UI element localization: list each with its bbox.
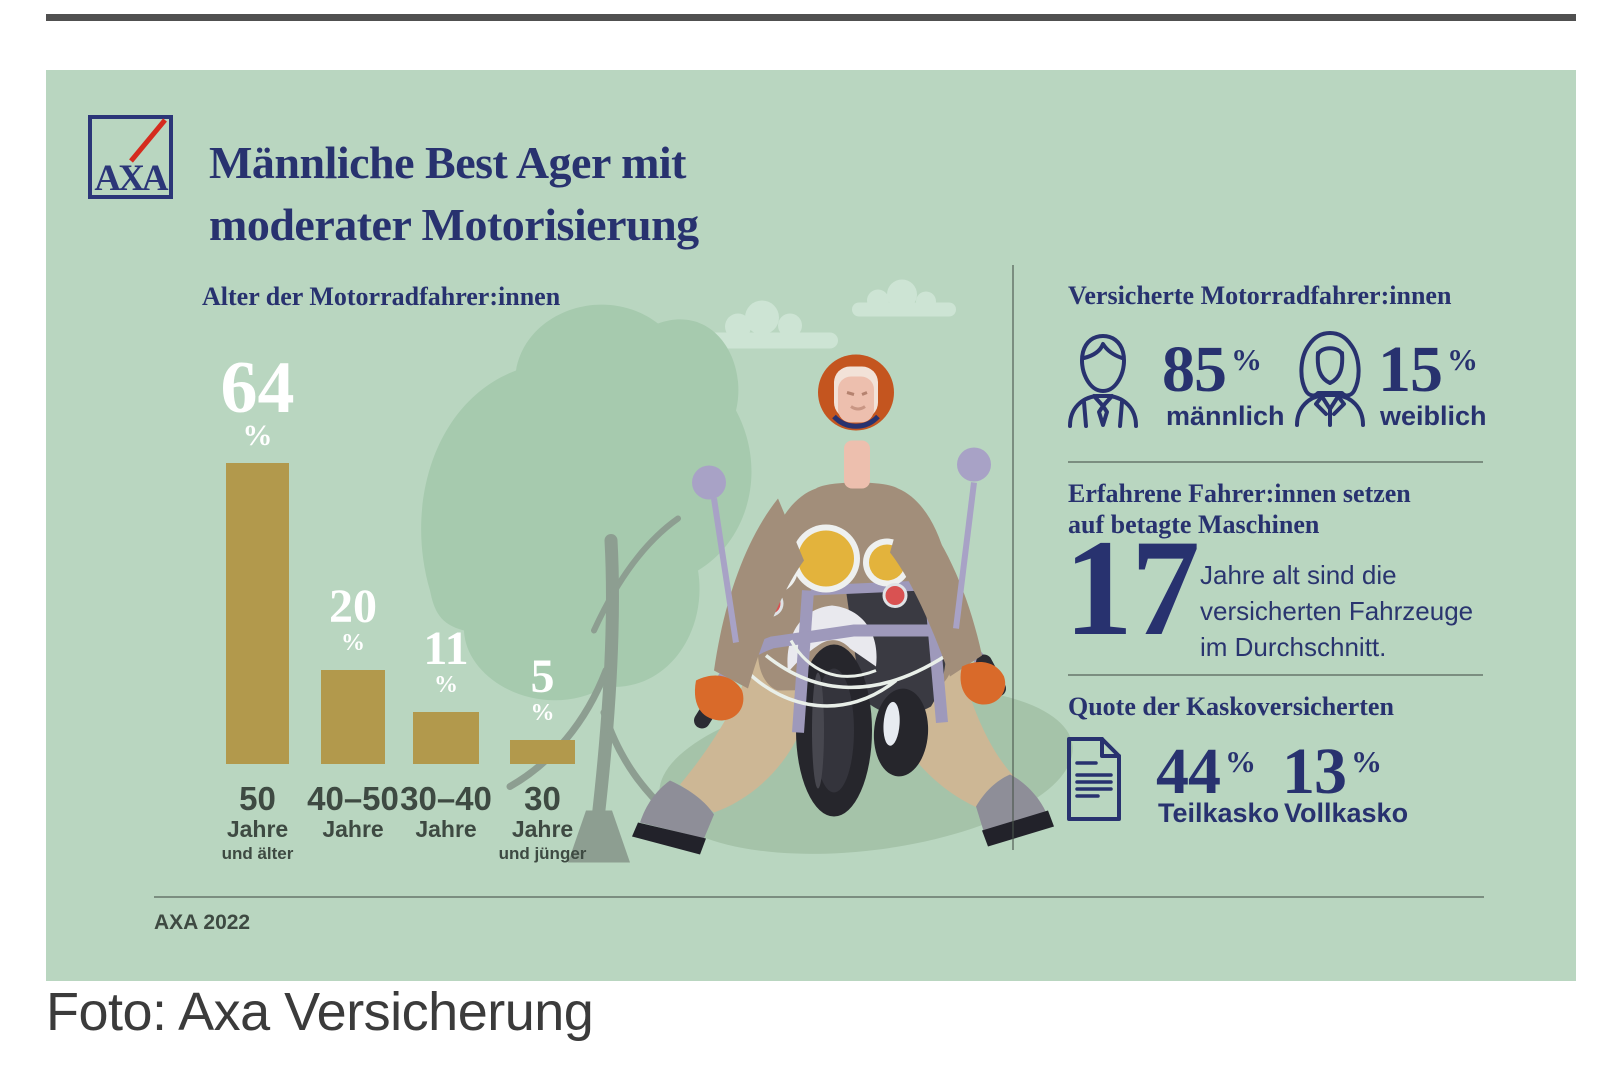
document-icon <box>1067 737 1121 821</box>
male-share-unit: % <box>1231 342 1262 377</box>
right-separator-1 <box>1068 461 1483 463</box>
male-share-stat: 85 % <box>1162 333 1262 406</box>
female-share-label: weiblich <box>1380 401 1487 431</box>
teilkasko-value: 44 <box>1156 735 1221 808</box>
top-divider-rule <box>46 14 1576 21</box>
bar-axis-label: 30–40 Jahre <box>400 780 492 843</box>
bar-value: 11 <box>423 622 469 675</box>
axa-logo-text: AXA <box>94 158 168 199</box>
axa-infographic-panel: AXA Männliche Best Ager mit moderater Mo… <box>46 70 1576 981</box>
vehicle-age-value: 17 <box>1064 511 1200 664</box>
bar-unit: % <box>530 700 555 726</box>
bar-value-label: 20 % <box>329 580 377 657</box>
bar <box>321 670 385 764</box>
bar-group-30-40: 11 % 30–40 Jahre <box>400 625 492 843</box>
axa-logo-red-slash <box>129 118 167 163</box>
bar-value: 20 <box>329 580 377 633</box>
cloud-icon <box>706 279 956 349</box>
bar-value: 64 <box>220 347 295 429</box>
female-share-stat: 15 % <box>1378 333 1478 406</box>
bar <box>413 712 479 764</box>
tree-icon <box>421 304 752 863</box>
infographic-title: Männliche Best Ager mit moderater Motori… <box>209 137 699 250</box>
bar-group-30-minus: 5 % 30 Jahre und jünger <box>499 653 587 864</box>
teilkasko-unit: % <box>1225 744 1256 779</box>
vehicle-age-description: Jahre alt sind die versicherten Fahrzeug… <box>1200 560 1474 662</box>
bar-unit: % <box>242 419 273 452</box>
source-note: AXA 2022 <box>154 911 251 934</box>
bar <box>226 463 289 764</box>
bar-value-label: 5 % <box>530 650 555 727</box>
machines-heading: Erfahrene Fahrer:innen setzen auf betagt… <box>1068 479 1411 539</box>
photo-caption: Foto: Axa Versicherung <box>46 982 594 1042</box>
bar-unit: % <box>433 672 458 698</box>
vertical-divider <box>1012 265 1014 850</box>
insured-heading: Versicherte Motorradfahrer:innen <box>1068 281 1452 310</box>
vollkasko-value: 13 <box>1282 735 1347 808</box>
bar-value: 5 <box>530 650 555 703</box>
teilkasko-label: Teilkasko <box>1158 798 1280 828</box>
bar-unit: % <box>341 630 365 656</box>
female-share-unit: % <box>1447 342 1478 377</box>
female-person-icon <box>1295 331 1365 427</box>
age-chart-heading: Alter der Motorradfahrer:innen <box>202 282 561 311</box>
vollkasko-stat: 13 % <box>1282 735 1382 808</box>
bar-value-label: 64 % <box>220 347 295 452</box>
bar-axis-label: 40–50 Jahre <box>307 780 399 843</box>
bar-axis-label: 30 Jahre und jünger <box>498 780 587 864</box>
motorcyclist-illustration <box>421 279 1073 863</box>
axa-logo: AXA <box>88 115 173 199</box>
bar-axis-label: 50 Jahre und älter <box>221 780 294 864</box>
bar-group-50-plus: 64 % 50 Jahre und älter <box>221 351 295 863</box>
vollkasko-unit: % <box>1351 744 1382 779</box>
male-share-value: 85 <box>1162 333 1227 406</box>
teilkasko-stat: 44 % <box>1156 735 1256 808</box>
female-share-value: 15 <box>1378 333 1443 406</box>
right-separator-2 <box>1068 674 1483 676</box>
bar-value-label: 11 % <box>423 622 469 699</box>
bar <box>510 740 575 764</box>
male-share-label: männlich <box>1166 401 1285 431</box>
panel-footer-separator <box>154 896 1484 898</box>
vollkasko-label: Vollkasko <box>1284 798 1409 828</box>
kasko-heading: Quote der Kaskoversicherten <box>1068 692 1394 721</box>
motorcycle-rider <box>632 354 1054 855</box>
male-person-icon <box>1068 334 1138 428</box>
bar-group-40-50: 20 % 40–50 Jahre <box>307 583 399 843</box>
